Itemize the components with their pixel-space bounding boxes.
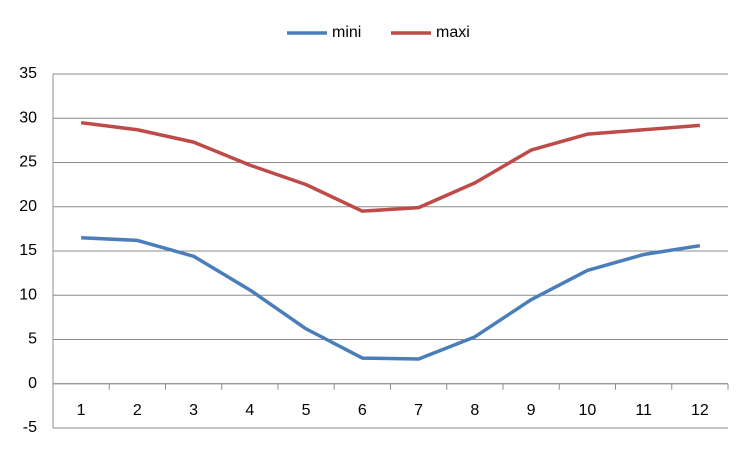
y-tick-label: 10 [19,286,37,303]
x-tick-label: 5 [302,402,311,419]
y-tick-label: 30 [19,109,37,126]
y-tick-label: 20 [19,198,37,215]
x-tick-label: 1 [77,402,86,419]
x-tick-label: 3 [189,402,198,419]
x-tick-label: 12 [691,402,709,419]
x-tick-label: 2 [133,402,142,419]
x-tick-label: 7 [414,402,423,419]
y-tick-label: 0 [28,375,37,392]
x-tick-label: 4 [245,402,254,419]
x-tick-label: 8 [470,402,479,419]
y-tick-label: 35 [19,65,37,82]
x-tick-label: 10 [578,402,596,419]
x-tick-label: 6 [358,402,367,419]
y-tick-label: 15 [19,242,37,259]
y-tick-label: 5 [28,331,37,348]
legend-label: maxi [436,24,470,41]
legend-label: mini [332,24,361,41]
y-tick-label: -5 [23,419,37,436]
x-tick-label: 11 [635,402,652,419]
series-line [81,235,701,361]
x-tick-label: 9 [527,402,536,419]
series-line [80,120,701,213]
y-tick-label: 25 [19,154,37,171]
